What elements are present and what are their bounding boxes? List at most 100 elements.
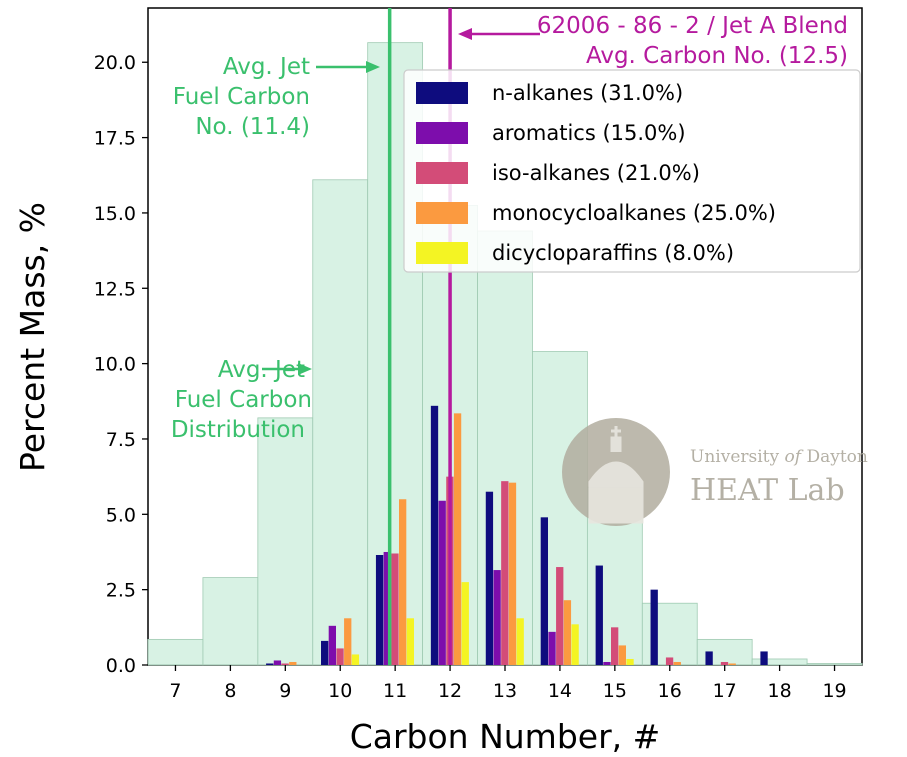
bar-s1-c9 xyxy=(273,660,282,665)
x-tick-label-15: 15 xyxy=(603,680,627,702)
bar-s0-c10 xyxy=(321,640,329,665)
y-tick-label-6: 15.0 xyxy=(94,203,136,225)
bar-s0-c15 xyxy=(595,565,603,665)
annotation-avg-distribution: Avg. Jet Fuel Carbon Distribution xyxy=(171,357,312,443)
bar-s0-c12 xyxy=(430,405,439,665)
x-tick-label-19: 19 xyxy=(822,680,846,702)
watermark-lab: HEAT Lab xyxy=(690,473,845,508)
legend-label-2: iso-alkanes (21.0%) xyxy=(492,161,700,185)
bar-s1-c10 xyxy=(328,625,337,665)
bar-s4-c10 xyxy=(351,654,360,665)
bar-s2-c15 xyxy=(611,627,619,665)
y-tick-label-4: 10.0 xyxy=(94,354,136,376)
annotation-blend: 62006 - 86 - 2 / Jet A Blend Avg. Carbon… xyxy=(458,13,848,69)
bar-s4-c13 xyxy=(516,618,524,665)
annotation-avg-distribution-line2: Fuel Carbon xyxy=(175,387,312,413)
annotation-avg-carbon-no: Avg. Jet Fuel Carbon No. (11.4) xyxy=(173,54,380,140)
x-axis-label: Carbon Number, # xyxy=(350,717,661,756)
legend: n-alkanes (31.0%) aromatics (15.0%) iso-al… xyxy=(403,69,861,273)
y-tick-label-1: 2.5 xyxy=(106,580,136,602)
bar-s0-c14 xyxy=(540,517,549,665)
bar-s0-c13 xyxy=(485,491,494,665)
x-axis-ticks: 7 8 9 10 11 12 13 14 15 16 17 18 19 xyxy=(169,665,847,702)
watermark: University of Dayton HEAT Lab xyxy=(562,418,868,526)
bar-s3-c13 xyxy=(508,482,517,665)
bar-s0-c16 xyxy=(650,589,658,665)
annotation-blend-arrowhead xyxy=(458,28,472,40)
legend-label-3: monocycloalkanes (25.0%) xyxy=(492,201,776,225)
legend-label-0: n-alkanes (31.0%) xyxy=(492,81,683,105)
annotation-avg-distribution-arrowhead xyxy=(298,363,312,375)
x-tick-label-14: 14 xyxy=(548,680,572,702)
x-tick-label-16: 16 xyxy=(658,680,682,702)
bar-s4-c12 xyxy=(461,582,469,665)
annotation-avg-carbon-no-arrowhead xyxy=(366,61,380,73)
y-axis-label: Percent Mass, % xyxy=(13,202,52,472)
bar-s1-c12 xyxy=(438,500,446,665)
bar-s1-c13 xyxy=(493,570,501,665)
distribution-bar-8 xyxy=(202,577,259,666)
x-tick-label-7: 7 xyxy=(169,680,181,702)
x-tick-label-8: 8 xyxy=(224,680,236,702)
bar-s2-c14 xyxy=(556,567,564,665)
legend-label-1: aromatics (15.0%) xyxy=(492,121,686,145)
annotation-avg-carbon-no-line2: Fuel Carbon xyxy=(173,84,310,110)
legend-swatch-4 xyxy=(416,242,468,264)
bar-s1-c11 xyxy=(383,551,391,665)
distribution-bar-7 xyxy=(147,638,204,666)
x-tick-label-18: 18 xyxy=(768,680,792,702)
bar-s3-c14 xyxy=(563,600,572,665)
distribution-bar-10 xyxy=(312,179,369,666)
y-tick-label-2: 5.0 xyxy=(106,504,136,526)
y-tick-label-8: 20.0 xyxy=(94,52,136,74)
watermark-dayton: Dayton xyxy=(801,447,868,467)
annotation-avg-carbon-no-line1: Avg. Jet xyxy=(223,54,310,80)
x-tick-label-10: 10 xyxy=(328,680,352,702)
bar-s3-c12 xyxy=(453,413,462,665)
legend-swatch-2 xyxy=(416,162,468,184)
bar-s3-c10 xyxy=(344,618,352,665)
legend-box xyxy=(403,69,861,273)
x-tick-label-17: 17 xyxy=(713,680,737,702)
x-tick-label-12: 12 xyxy=(438,680,462,702)
y-axis-ticks: 0.0 2.5 5.0 7.5 10.0 12.5 15.0 17.5 20.0 xyxy=(94,52,148,677)
bar-s3-c15 xyxy=(618,645,626,665)
bar-s0-c11 xyxy=(375,554,384,665)
bar-s2-c10 xyxy=(336,648,344,665)
bar-s4-c14 xyxy=(571,624,579,665)
x-tick-label-9: 9 xyxy=(279,680,291,702)
distribution-bar-9 xyxy=(257,417,314,666)
y-tick-label-7: 17.5 xyxy=(94,128,136,150)
watermark-dome-icon xyxy=(588,426,644,524)
watermark-of: of xyxy=(785,447,804,467)
distribution-bar-19 xyxy=(806,663,863,666)
bar-s0-c18 xyxy=(760,651,768,665)
bar-s3-c9 xyxy=(289,661,297,665)
bar-s1-c15 xyxy=(603,661,611,665)
bar-s3-c16 xyxy=(673,661,681,665)
annotation-blend-line1: 62006 - 86 - 2 / Jet A Blend xyxy=(537,13,848,39)
bar-s3-c11 xyxy=(398,499,407,665)
annotation-avg-carbon-no-line3: No. (11.4) xyxy=(195,114,310,140)
bar-s2-c9 xyxy=(281,663,289,665)
legend-swatch-1 xyxy=(416,122,468,144)
bar-s4-c15 xyxy=(626,658,634,665)
x-tick-label-11: 11 xyxy=(383,680,407,702)
legend-swatch-3 xyxy=(416,202,468,224)
bar-s0-c9 xyxy=(266,663,274,665)
bar-s3-c17 xyxy=(728,663,736,665)
bar-s2-c16 xyxy=(665,657,674,665)
bar-s2-c11 xyxy=(391,553,399,665)
bar-s2-c17 xyxy=(720,661,729,665)
y-tick-label-5: 12.5 xyxy=(94,278,136,300)
annotation-blend-line2: Avg. Carbon No. (12.5) xyxy=(586,43,848,69)
bar-s4-c11 xyxy=(406,618,414,665)
y-tick-label-3: 7.5 xyxy=(106,429,136,451)
annotation-avg-distribution-line3: Distribution xyxy=(171,417,305,443)
bar-s2-c13 xyxy=(501,481,509,665)
watermark-university: University xyxy=(690,447,785,467)
y-tick-label-0: 0.0 xyxy=(106,655,136,677)
legend-label-4: dicycloparaffins (8.0%) xyxy=(492,241,734,265)
x-tick-label-13: 13 xyxy=(493,680,517,702)
